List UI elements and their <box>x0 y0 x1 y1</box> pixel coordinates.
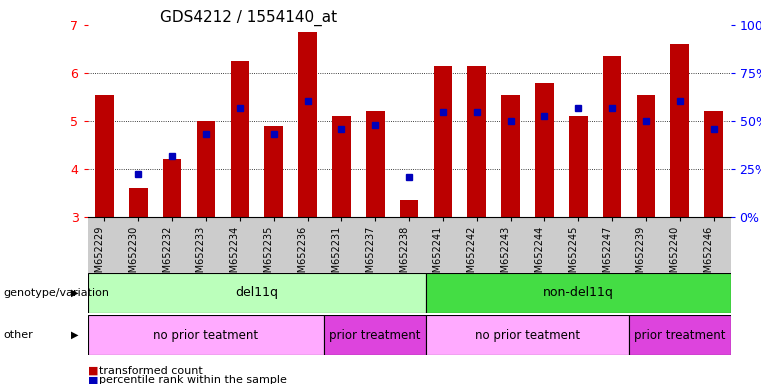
Text: prior treatment: prior treatment <box>330 329 421 341</box>
Bar <box>366 111 384 217</box>
Text: del11q: del11q <box>235 286 279 299</box>
Bar <box>324 315 426 355</box>
Bar <box>569 116 587 217</box>
Bar <box>434 66 452 217</box>
Bar <box>467 66 486 217</box>
Text: percentile rank within the sample: percentile rank within the sample <box>99 375 287 384</box>
Text: no prior teatment: no prior teatment <box>475 329 580 341</box>
Text: genotype/variation: genotype/variation <box>4 288 110 298</box>
Bar <box>629 315 731 355</box>
Text: no prior teatment: no prior teatment <box>154 329 259 341</box>
Bar <box>95 94 113 217</box>
Bar <box>129 188 148 217</box>
Bar <box>670 44 689 217</box>
Text: non-del11q: non-del11q <box>543 286 613 299</box>
Bar <box>88 315 324 355</box>
Text: other: other <box>4 330 33 340</box>
Bar <box>501 94 520 217</box>
Bar <box>264 126 283 217</box>
Text: ■: ■ <box>88 375 98 384</box>
Text: ▶: ▶ <box>71 330 78 340</box>
Bar <box>535 83 554 217</box>
Text: transformed count: transformed count <box>99 366 202 376</box>
Bar <box>637 94 655 217</box>
Text: prior treatment: prior treatment <box>634 329 725 341</box>
Text: ▶: ▶ <box>71 288 78 298</box>
Bar <box>603 56 622 217</box>
Bar <box>196 121 215 217</box>
Bar <box>400 200 419 217</box>
Bar <box>332 116 351 217</box>
Text: ■: ■ <box>88 366 98 376</box>
Bar <box>298 32 317 217</box>
Text: GDS4212 / 1554140_at: GDS4212 / 1554140_at <box>160 10 337 26</box>
Bar <box>231 61 249 217</box>
Bar <box>426 273 731 313</box>
Bar <box>88 273 426 313</box>
Bar <box>163 159 181 217</box>
Bar <box>705 111 723 217</box>
Bar <box>426 315 629 355</box>
